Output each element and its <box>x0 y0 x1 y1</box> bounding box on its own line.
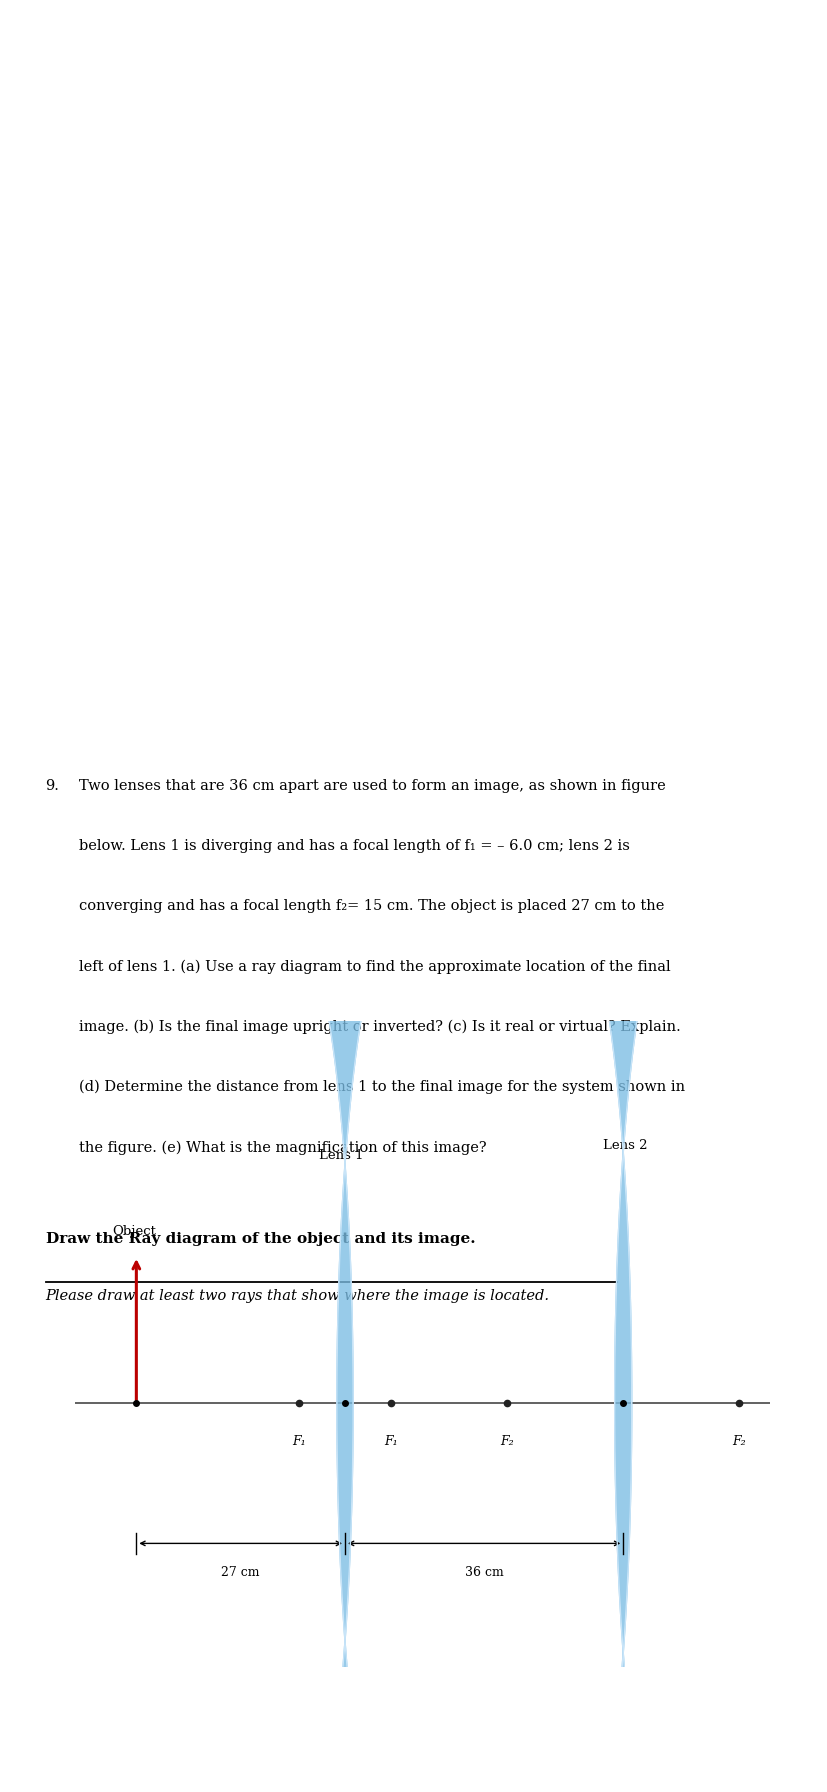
Polygon shape <box>571 889 675 1792</box>
Text: the figure. (e) What is the magnification of this image?: the figure. (e) What is the magnificatio… <box>79 1140 485 1154</box>
Text: 36 cm: 36 cm <box>464 1566 503 1579</box>
Text: 27 cm: 27 cm <box>221 1566 260 1579</box>
Text: Lens 1: Lens 1 <box>318 1149 363 1163</box>
Text: Lens 2: Lens 2 <box>602 1140 646 1152</box>
Text: F₂: F₂ <box>731 1435 745 1448</box>
Text: below. Lens 1 is diverging and has a focal length of f₁ = – 6.0 cm; lens 2 is: below. Lens 1 is diverging and has a foc… <box>79 839 629 853</box>
Text: Two lenses that are 36 cm apart are used to form an image, as shown in figure: Two lenses that are 36 cm apart are used… <box>79 778 665 792</box>
Text: F₂: F₂ <box>500 1435 514 1448</box>
Polygon shape <box>295 912 394 1792</box>
Text: image. (b) Is the final image upright or inverted? (c) Is it real or virtual? Ex: image. (b) Is the final image upright or… <box>79 1020 680 1034</box>
Text: Object: Object <box>112 1226 155 1238</box>
Text: F₁: F₁ <box>291 1435 305 1448</box>
Text: F₁: F₁ <box>384 1435 398 1448</box>
Text: 9.: 9. <box>45 778 60 792</box>
Text: Please draw at least two rays that show where the image is located.: Please draw at least two rays that show … <box>45 1288 549 1303</box>
Text: converging and has a focal length f₂= 15 cm. The object is placed 27 cm to the: converging and has a focal length f₂= 15… <box>79 900 663 914</box>
Text: Draw the Ray diagram of the object and its image.: Draw the Ray diagram of the object and i… <box>45 1231 475 1245</box>
Text: left of lens 1. (a) Use a ray diagram to find the approximate location of the fi: left of lens 1. (a) Use a ray diagram to… <box>79 959 670 973</box>
Text: (d) Determine the distance from lens 1 to the final image for the system shown i: (d) Determine the distance from lens 1 t… <box>79 1081 684 1095</box>
